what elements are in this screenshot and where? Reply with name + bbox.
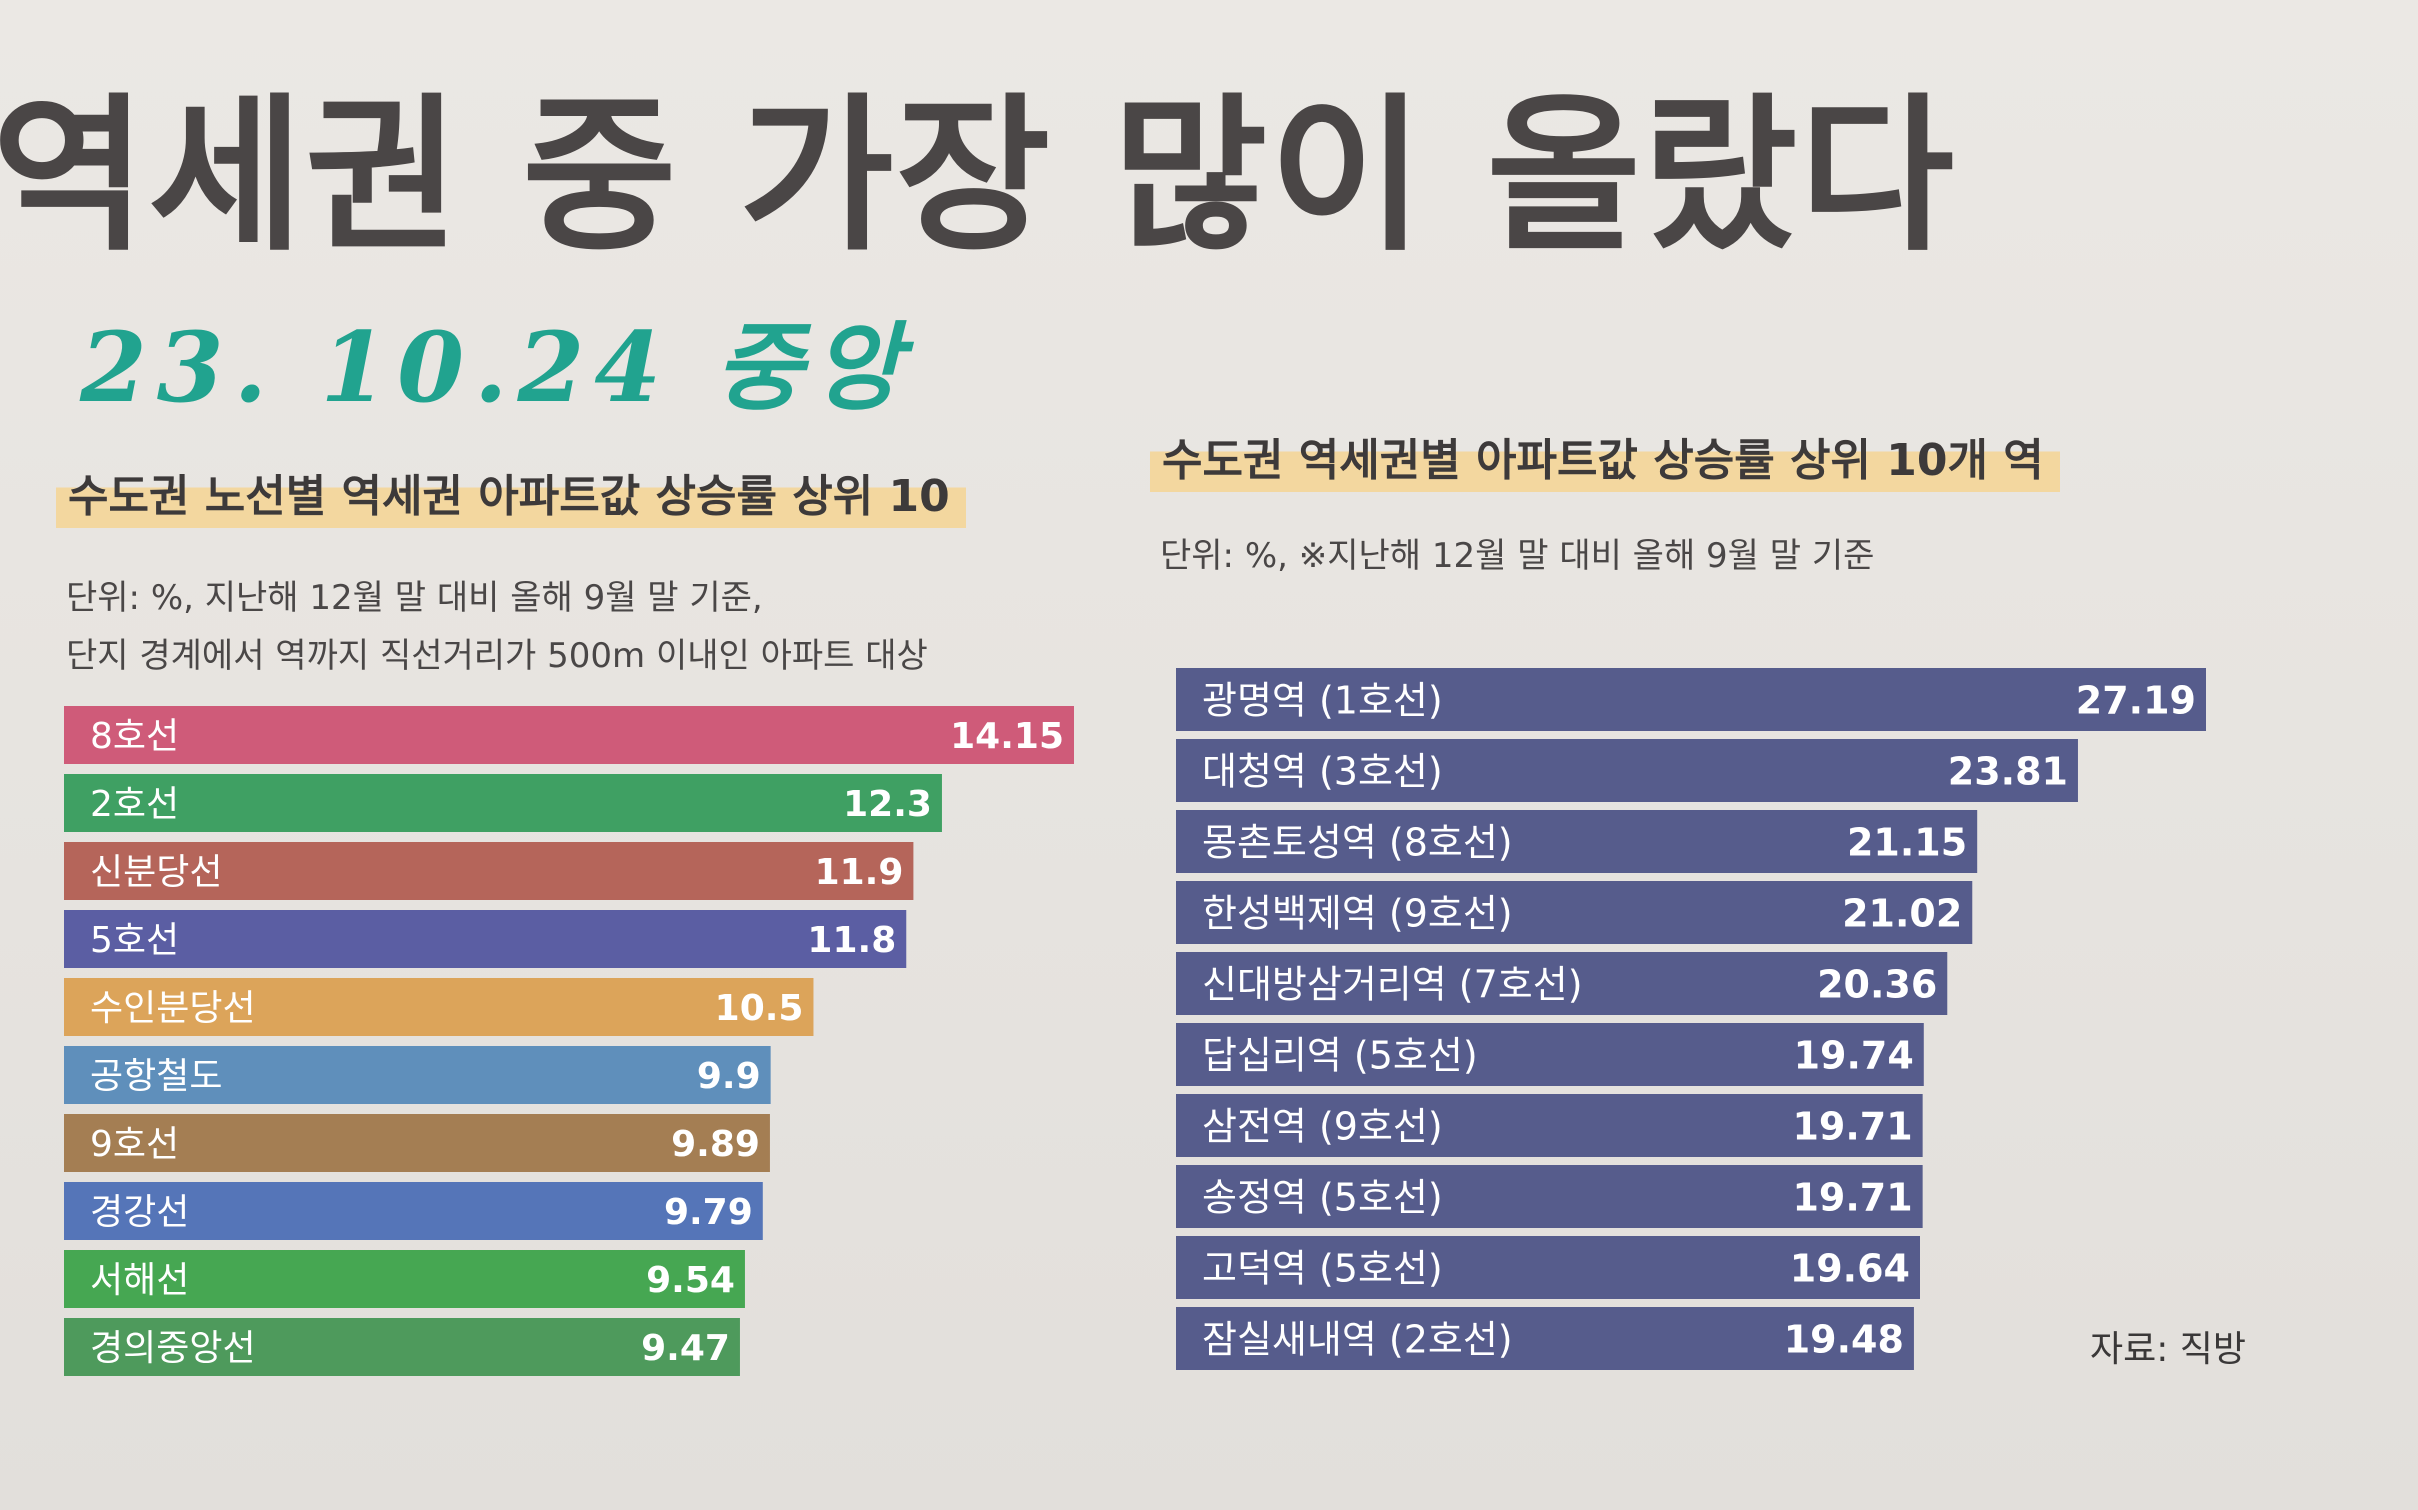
bar-category-label: 공항철도 bbox=[90, 1056, 222, 1097]
bar-value-label: 19.74 bbox=[1794, 1033, 1914, 1077]
right-chart-title: 수도권 역세권별 아파트값 상승률 상위 10개 역 bbox=[1150, 418, 2060, 492]
bar-category-label: 답십리역 (5호선) bbox=[1202, 1033, 1478, 1077]
bar-category-label: 삼전역 (9호선) bbox=[1202, 1104, 1443, 1148]
bar bbox=[64, 910, 907, 968]
bar-value-label: 11.9 bbox=[815, 852, 904, 893]
bar-value-label: 20.36 bbox=[1817, 962, 1937, 1006]
bar-value-label: 12.3 bbox=[843, 784, 932, 825]
bar bbox=[64, 842, 914, 900]
bar-value-label: 19.71 bbox=[1792, 1104, 1912, 1148]
bar-value-label: 9.54 bbox=[646, 1260, 735, 1301]
bar-value-label: 23.81 bbox=[1948, 749, 2068, 793]
bar-category-label: 경강선 bbox=[90, 1192, 189, 1233]
bar bbox=[1176, 1165, 1923, 1228]
bar-value-label: 14.15 bbox=[950, 716, 1064, 757]
bar-category-label: 송정역 (5호선) bbox=[1202, 1175, 1443, 1219]
bar bbox=[1176, 1094, 1923, 1157]
bar bbox=[64, 1250, 745, 1308]
bar-value-label: 9.9 bbox=[697, 1056, 761, 1097]
bar-category-label: 신대방삼거리역 (7호선) bbox=[1202, 962, 1583, 1006]
bar-value-label: 9.47 bbox=[641, 1328, 730, 1369]
bar-value-label: 21.02 bbox=[1842, 891, 1962, 935]
bar-category-label: 8호선 bbox=[90, 716, 179, 757]
headline: 역세권 중 가장 많이 올랐다 bbox=[0, 78, 1957, 274]
left-chart-note-2: 단지 경계에서 역까지 직선거리가 500m 이내인 아파트 대상 bbox=[66, 636, 928, 676]
bar-value-label: 19.64 bbox=[1790, 1246, 1910, 1290]
bar bbox=[64, 1182, 763, 1240]
bar bbox=[1176, 1307, 1914, 1370]
bar-value-label: 19.71 bbox=[1792, 1175, 1912, 1219]
bar-category-label: 고덕역 (5호선) bbox=[1202, 1246, 1443, 1290]
bar bbox=[1176, 668, 2206, 731]
bar-category-label: 몽촌토성역 (8호선) bbox=[1202, 820, 1513, 864]
bar bbox=[64, 1114, 770, 1172]
bar bbox=[64, 1046, 771, 1104]
bar bbox=[1176, 1023, 1924, 1086]
bar-category-label: 2호선 bbox=[90, 784, 179, 825]
bar-category-label: 서해선 bbox=[90, 1260, 189, 1301]
bar-category-label: 광명역 (1호선) bbox=[1202, 678, 1443, 722]
bar-value-label: 27.19 bbox=[2076, 678, 2196, 722]
station-ranking-bar-chart: 광명역 (1호선) 27.19 대청역 (3호선) 23.81 몽촌토성역 (8호선) 2… bbox=[1176, 668, 2206, 1370]
handwritten-date-note: 23. 10.24 중앙 bbox=[80, 311, 912, 424]
bar bbox=[64, 706, 1074, 764]
bar-category-label: 경의중앙선 bbox=[90, 1328, 256, 1369]
bar-category-label: 9호선 bbox=[90, 1124, 179, 1165]
source-credit: 자료: 직방 bbox=[2090, 1329, 2247, 1370]
left-chart-note-1: 단위: %, 지난해 12월 말 대비 올해 9월 말 기준, bbox=[66, 578, 763, 618]
line-ranking-bar-chart: 8호선 14.15 2호선 12.3 신분당선 11.9 5호선 11.8 수인분당선 10.5 공… bbox=[64, 706, 1074, 1376]
bar bbox=[1176, 739, 2078, 802]
bar-category-label: 대청역 (3호선) bbox=[1202, 749, 1443, 793]
bar-value-label: 21.15 bbox=[1847, 820, 1967, 864]
bar-value-label: 10.5 bbox=[715, 988, 804, 1029]
bar-category-label: 한성백제역 (9호선) bbox=[1202, 891, 1513, 935]
bar bbox=[1176, 1236, 1920, 1299]
bar-category-label: 5호선 bbox=[90, 920, 179, 961]
bar-value-label: 19.48 bbox=[1784, 1317, 1904, 1361]
bar bbox=[1176, 810, 1978, 873]
bar-category-label: 신분당선 bbox=[90, 852, 222, 893]
bar bbox=[64, 1318, 740, 1376]
bar-value-label: 11.8 bbox=[807, 920, 896, 961]
bar bbox=[1176, 952, 1948, 1015]
left-chart-title: 수도권 노선별 역세권 아파트값 상승률 상위 10 bbox=[56, 454, 966, 528]
bar bbox=[1176, 881, 1973, 944]
bar bbox=[64, 774, 942, 832]
bar bbox=[64, 978, 814, 1036]
bar-category-label: 잠실새내역 (2호선) bbox=[1202, 1317, 1513, 1361]
bar-category-label: 수인분당선 bbox=[90, 988, 256, 1029]
right-chart-note: 단위: %, ※지난해 12월 말 대비 올해 9월 말 기준 bbox=[1160, 536, 1875, 576]
bar-value-label: 9.89 bbox=[671, 1124, 760, 1165]
bar-value-label: 9.79 bbox=[664, 1192, 753, 1233]
